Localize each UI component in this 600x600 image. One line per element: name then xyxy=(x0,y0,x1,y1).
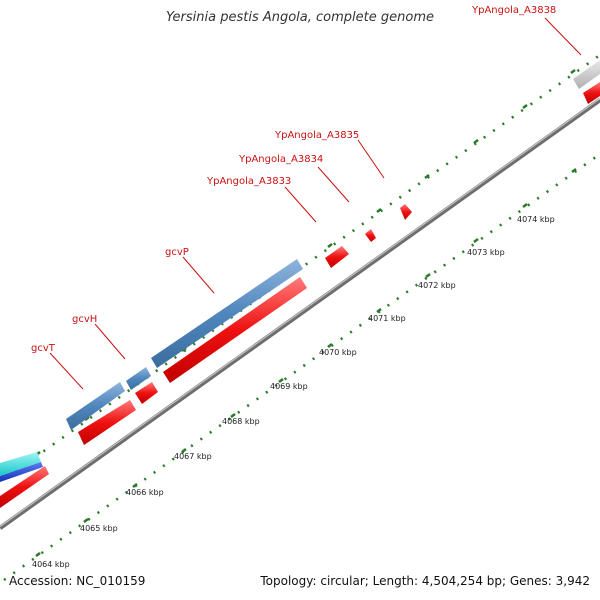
gene-gcvP xyxy=(151,259,303,368)
accession-text: Accession: NC_010159 xyxy=(9,574,146,588)
gray-gene-right-edge xyxy=(573,60,600,89)
label-YpAngola_A3835: YpAngola_A3835 xyxy=(274,130,359,141)
kbp-label: 4071 kbp xyxy=(368,314,406,323)
label-YpAngola_A3834: YpAngola_A3834 xyxy=(238,154,323,165)
gene-YpAngola_A3833 xyxy=(325,246,349,268)
kbp-label: 4072 kbp xyxy=(418,281,456,290)
kbp-labels: 4064 kbp 4065 kbp 4066 kbp 4067 kbp 4068… xyxy=(32,215,555,569)
genome-summary-text: Topology: circular; Length: 4,504,254 bp… xyxy=(260,574,590,588)
label-gcvH: gcvH xyxy=(72,314,97,325)
figure-title: Yersinia pestis Angola, complete genome xyxy=(166,10,434,25)
outer-tick-track xyxy=(5,53,600,480)
kbp-label: 4068 kbp xyxy=(222,417,260,426)
kbp-label: 4070 kbp xyxy=(319,348,357,357)
gene-gcvT xyxy=(66,382,125,430)
kbp-label: 4069 kbp xyxy=(270,382,308,391)
kbp-label: 4067 kbp xyxy=(174,452,212,461)
kbp-label: 4066 kbp xyxy=(126,488,164,497)
gene-YpAngola_A3835 xyxy=(400,204,412,220)
label-callouts xyxy=(49,17,582,390)
kbp-label: 4064 kbp xyxy=(32,560,70,569)
gene-gcvH xyxy=(126,367,151,390)
inner-major-ticks xyxy=(35,167,577,558)
genome-backbone xyxy=(0,98,600,530)
red-gene-under-gcvP xyxy=(163,277,307,383)
red-gene-left-edge xyxy=(0,466,49,508)
red-gene-under-gcvT xyxy=(78,400,136,445)
kbp-label: 4073 kbp xyxy=(467,248,505,257)
label-gcvT: gcvT xyxy=(31,343,56,354)
label-YpAngola_A3838: YpAngola_A3838 xyxy=(471,5,556,16)
inner-tick-track xyxy=(3,152,600,582)
outer-major-ticks xyxy=(35,68,576,457)
gene-YpAngola_A3834 xyxy=(365,229,376,242)
label-gcvP: gcvP xyxy=(165,247,189,258)
red-gene-under-gcvH xyxy=(135,382,158,404)
red-gene-right-edge xyxy=(583,82,600,104)
label-YpAngola_A3833: YpAngola_A3833 xyxy=(206,176,291,187)
kbp-label: 4074 kbp xyxy=(517,215,555,224)
navy-gene xyxy=(0,462,43,482)
gene-features xyxy=(0,60,600,508)
cyan-gene xyxy=(0,452,41,476)
kbp-label: 4065 kbp xyxy=(80,524,118,533)
gene-labels: gcvT gcvH gcvP YpAngola_A3833 YpAngola_A… xyxy=(31,5,556,354)
